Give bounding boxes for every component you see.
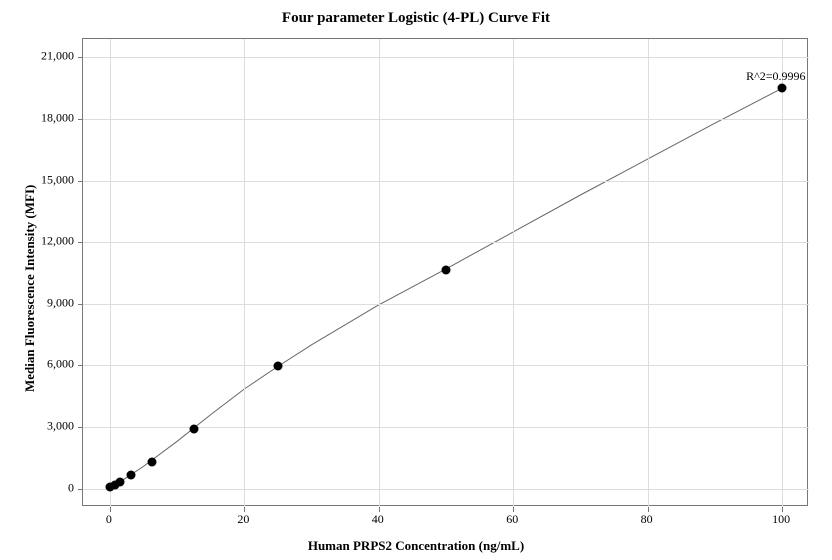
grid-line-h bbox=[83, 242, 809, 243]
y-tick-label: 21,000 bbox=[41, 49, 74, 64]
y-tick bbox=[78, 181, 83, 182]
y-tick bbox=[78, 119, 83, 120]
y-tick-label: 0 bbox=[68, 480, 74, 495]
grid-line-v bbox=[648, 39, 649, 507]
grid-line-v bbox=[782, 39, 783, 507]
x-tick-label: 40 bbox=[372, 512, 384, 527]
y-tick bbox=[78, 57, 83, 58]
data-point bbox=[126, 471, 135, 480]
grid-line-h bbox=[83, 304, 809, 305]
y-tick-label: 18,000 bbox=[41, 111, 74, 126]
y-tick-label: 12,000 bbox=[41, 234, 74, 249]
chart-title: Four parameter Logistic (4-PL) Curve Fit bbox=[0, 10, 832, 27]
grid-line-h bbox=[83, 365, 809, 366]
x-tick-label: 20 bbox=[237, 512, 249, 527]
grid-line-h bbox=[83, 119, 809, 120]
y-tick bbox=[78, 365, 83, 366]
x-tick-label: 60 bbox=[506, 512, 518, 527]
y-tick-label: 3,000 bbox=[47, 418, 74, 433]
x-tick-label: 0 bbox=[106, 512, 112, 527]
r-squared-annotation: R^2=0.9996 bbox=[746, 69, 805, 84]
y-axis-label: Median Fluorescence Intensity (MFI) bbox=[22, 185, 38, 392]
data-point bbox=[273, 362, 282, 371]
x-tick-label: 80 bbox=[641, 512, 653, 527]
data-point bbox=[189, 424, 198, 433]
grid-line-v bbox=[110, 39, 111, 507]
grid-line-h bbox=[83, 489, 809, 490]
plot-area bbox=[82, 38, 808, 506]
chart-container: Four parameter Logistic (4-PL) Curve Fit… bbox=[0, 0, 832, 560]
data-point bbox=[778, 84, 787, 93]
x-tick-label: 100 bbox=[772, 512, 790, 527]
grid-line-h bbox=[83, 181, 809, 182]
grid-line-h bbox=[83, 57, 809, 58]
grid-line-v bbox=[379, 39, 380, 507]
data-point bbox=[147, 457, 156, 466]
grid-line-v bbox=[513, 39, 514, 507]
data-point bbox=[116, 477, 125, 486]
y-tick-label: 15,000 bbox=[41, 172, 74, 187]
grid-line-v bbox=[244, 39, 245, 507]
y-tick-label: 6,000 bbox=[47, 357, 74, 372]
y-tick-label: 9,000 bbox=[47, 295, 74, 310]
y-tick bbox=[78, 242, 83, 243]
y-tick bbox=[78, 427, 83, 428]
x-axis-label: Human PRPS2 Concentration (ng/mL) bbox=[0, 538, 832, 554]
y-tick bbox=[78, 489, 83, 490]
data-point bbox=[442, 265, 451, 274]
y-tick bbox=[78, 304, 83, 305]
